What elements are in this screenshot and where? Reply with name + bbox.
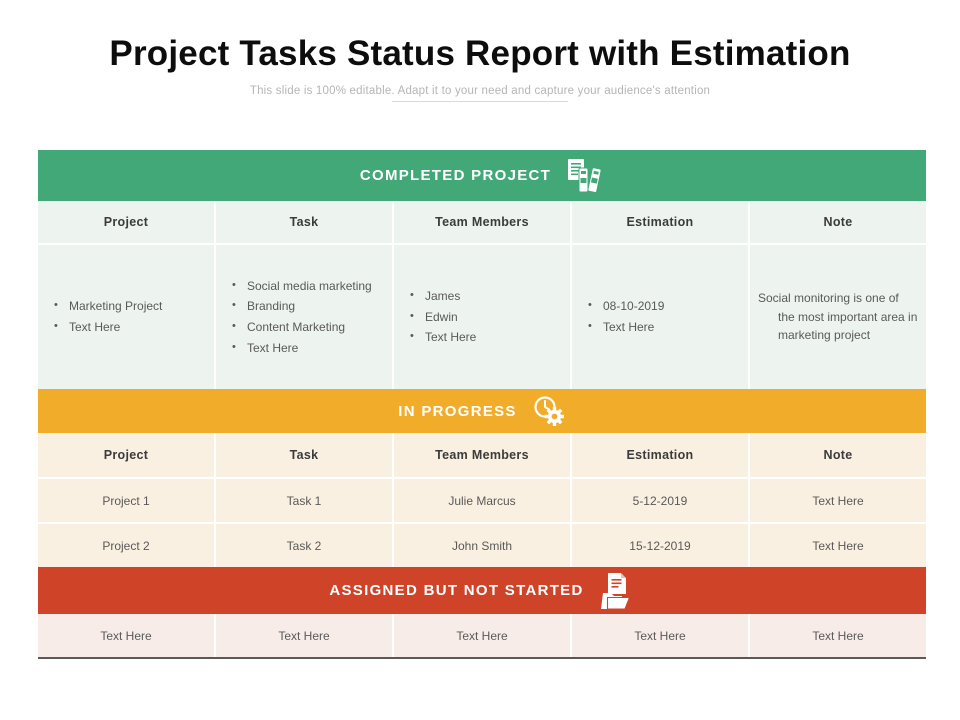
completed-section: Project Task Team Members Estimation Not… <box>38 201 926 389</box>
subtitle-underline <box>392 101 568 102</box>
column-header-estimation: Estimation <box>570 201 748 243</box>
completed-task-cell: Social media marketing Branding Content … <box>214 245 392 389</box>
bullet-item: Text Here <box>232 338 372 359</box>
page-subtitle: This slide is 100% editable. Adapt it to… <box>249 85 711 97</box>
bullet-item: 08-10-2019 <box>588 296 664 317</box>
bullet-item: Edwin <box>410 307 476 328</box>
task-cell: Task 2 <box>214 524 392 567</box>
team-members-cell: John Smith <box>392 524 570 567</box>
completed-project-cell: Marketing Project Text Here <box>38 245 214 389</box>
column-header-team-members: Team Members <box>392 433 570 477</box>
page-title: Project Tasks Status Report with Estimat… <box>109 34 851 73</box>
bullet-item: Marketing Project <box>54 296 162 317</box>
completed-estimation-cell: 08-10-2019 Text Here <box>570 245 748 389</box>
note-text: Social monitoring is one of the most imp… <box>758 291 918 343</box>
assigned-section: Text Here Text Here Text Here Text Here … <box>38 614 926 657</box>
clock-gear-icon <box>532 394 566 428</box>
documents-binder-icon <box>566 158 604 194</box>
table-row: Text Here Text Here Text Here Text Here … <box>38 614 926 657</box>
column-header-project: Project <box>103 215 149 229</box>
bullet-item: Text Here <box>588 317 664 338</box>
column-header-task: Task <box>214 433 392 477</box>
estimation-cell: 5-12-2019 <box>570 479 748 522</box>
completed-team-members-cell: James Edwin Text Here <box>392 245 570 389</box>
completed-banner-label: COMPLETED PROJECT <box>359 167 552 184</box>
note-cell: Text Here <box>748 524 926 567</box>
team-members-cell: Julie Marcus <box>392 479 570 522</box>
bullet-item: Text Here <box>410 327 476 348</box>
column-header-team-members: Team Members <box>392 201 570 243</box>
assigned-cell: Text Here <box>100 628 152 643</box>
assigned-cell: Text Here <box>748 614 926 657</box>
bullet-item: Branding <box>232 296 372 317</box>
completed-note-cell: Social monitoring is one of the most imp… <box>748 245 926 389</box>
table-row: Project 2 Task 2 John Smith 15-12-2019 T… <box>38 522 926 567</box>
assigned-cell: Text Here <box>570 614 748 657</box>
in-progress-section-banner: IN PROGRESS <box>38 389 926 433</box>
column-header-estimation: Estimation <box>570 433 748 477</box>
assigned-cell: Text Here <box>214 614 392 657</box>
document-folder-icon <box>599 572 635 610</box>
bullet-item: Social media marketing <box>232 276 372 297</box>
status-table: COMPLETED PROJECT <box>38 150 926 659</box>
estimation-cell: 15-12-2019 <box>570 524 748 567</box>
bullet-item: Content Marketing <box>232 317 372 338</box>
completed-section-banner: COMPLETED PROJECT <box>38 150 926 201</box>
in-progress-column-header-row: Project Task Team Members Estimation Not… <box>38 433 926 477</box>
bullet-item: Text Here <box>54 317 162 338</box>
column-header-project: Project <box>103 448 149 462</box>
assigned-section-banner: ASSIGNED BUT NOT STARTED <box>38 567 926 614</box>
assigned-banner-label: ASSIGNED BUT NOT STARTED <box>329 582 584 599</box>
table-row: Project 1 Task 1 Julie Marcus 5-12-2019 … <box>38 477 926 522</box>
assigned-cell: Text Here <box>392 614 570 657</box>
project-cell: Project 2 <box>102 538 150 553</box>
project-cell: Project 1 <box>102 493 150 508</box>
column-header-note: Note <box>748 201 926 243</box>
completed-content-row: Marketing Project Text Here Social media… <box>38 243 926 389</box>
in-progress-section: Project Task Team Members Estimation Not… <box>38 433 926 567</box>
in-progress-banner-label: IN PROGRESS <box>398 402 517 420</box>
completed-column-header-row: Project Task Team Members Estimation Not… <box>38 201 926 243</box>
note-cell: Text Here <box>748 479 926 522</box>
column-header-task: Task <box>214 201 392 243</box>
column-header-note: Note <box>748 433 926 477</box>
task-cell: Task 1 <box>214 479 392 522</box>
bullet-item: James <box>410 286 476 307</box>
